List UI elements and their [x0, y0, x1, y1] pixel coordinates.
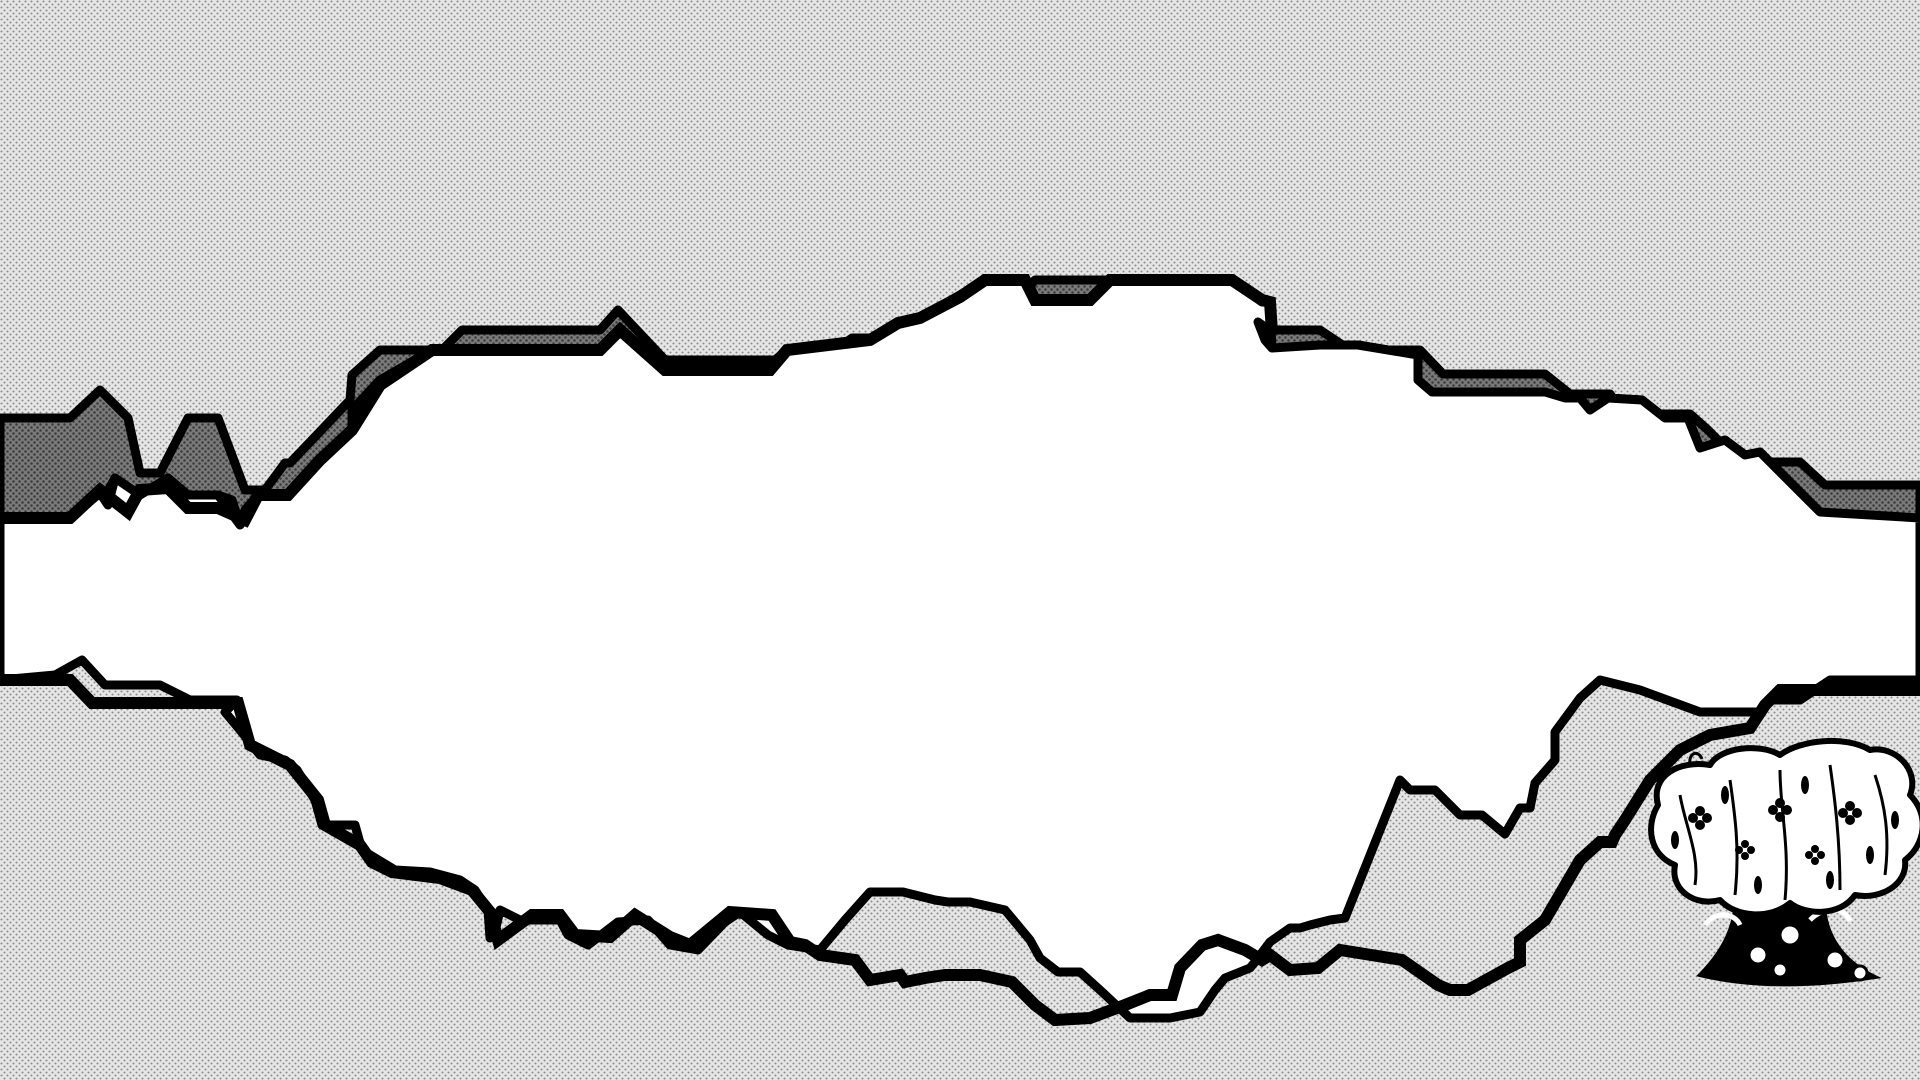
ground-outline: [0, 674, 1920, 1027]
base-flowers: [1702, 907, 1869, 982]
canopy-sprouts: [1662, 751, 1704, 776]
canopy-flowers: [1688, 798, 1862, 865]
blossom-tree-icon: [1648, 737, 1920, 987]
canopy-lines: [1678, 764, 1889, 901]
ceiling-edge-outline: [0, 274, 1278, 528]
canopy-spots: [1671, 776, 1899, 894]
